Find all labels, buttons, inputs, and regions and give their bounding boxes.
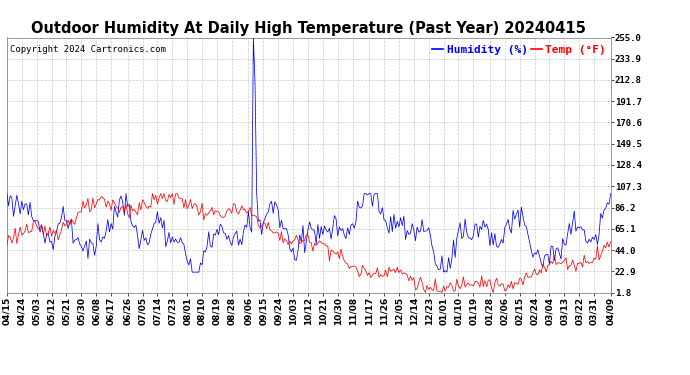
Text: Copyright 2024 Cartronics.com: Copyright 2024 Cartronics.com xyxy=(10,45,166,54)
Title: Outdoor Humidity At Daily High Temperature (Past Year) 20240415: Outdoor Humidity At Daily High Temperatu… xyxy=(31,21,586,36)
Legend: Humidity (%), Temp (°F): Humidity (%), Temp (°F) xyxy=(428,40,611,59)
